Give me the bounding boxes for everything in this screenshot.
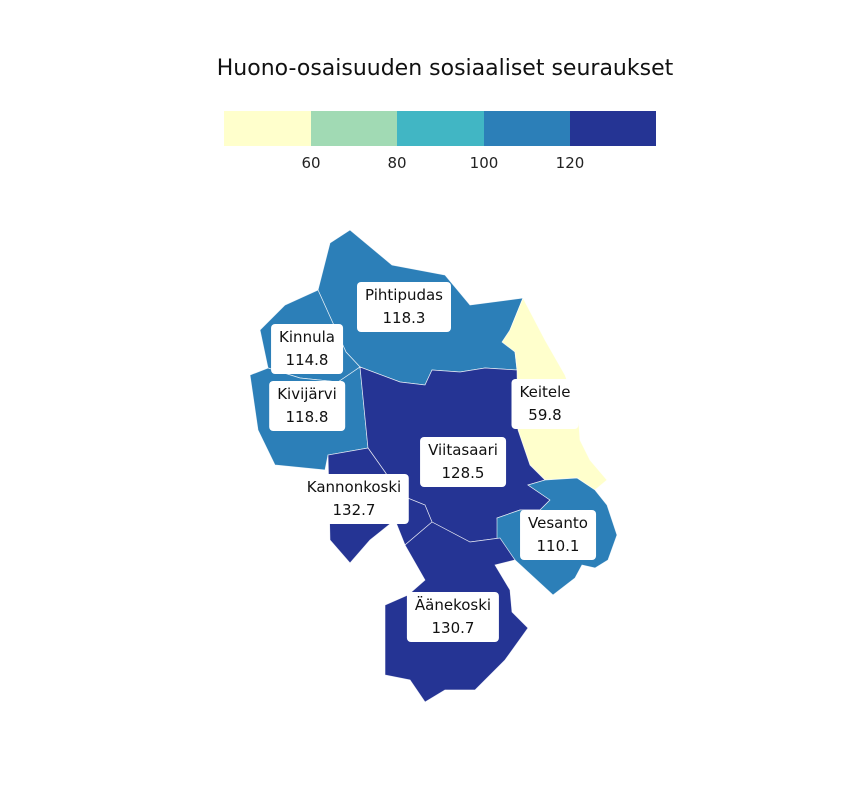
region-label: Kinnula 114.8 bbox=[271, 324, 343, 374]
region-label: Äänekoski 130.7 bbox=[406, 592, 500, 642]
region-value: 118.3 bbox=[382, 309, 426, 327]
region-name: Kivijärvi bbox=[277, 385, 337, 403]
region-value: 118.8 bbox=[285, 408, 329, 426]
region-name: Pihtipudas bbox=[365, 286, 443, 304]
legend-tick: 60 bbox=[301, 154, 321, 172]
region-name: Äänekoski bbox=[414, 596, 492, 614]
legend-swatch-2 bbox=[311, 111, 397, 146]
region-value: 114.8 bbox=[285, 351, 329, 369]
region-value: 110.1 bbox=[536, 537, 580, 555]
region-name: Kannonkoski bbox=[306, 478, 402, 496]
region-name: Vesanto bbox=[528, 514, 588, 532]
region-value: 59.8 bbox=[528, 406, 562, 424]
legend-tick: 120 bbox=[555, 154, 585, 172]
region-value: 130.7 bbox=[431, 619, 475, 637]
legend-swatch-5 bbox=[570, 111, 656, 146]
legend-swatch-4 bbox=[484, 111, 570, 146]
legend-tick: 80 bbox=[387, 154, 407, 172]
legend-swatch-1 bbox=[224, 111, 311, 146]
region-value: 132.7 bbox=[332, 501, 376, 519]
color-legend bbox=[224, 111, 656, 146]
region-label: Viitasaari 128.5 bbox=[420, 437, 506, 487]
legend-swatch-3 bbox=[397, 111, 484, 146]
region-name: Viitasaari bbox=[428, 441, 498, 459]
region-label: Keitele 59.8 bbox=[511, 379, 579, 429]
region-name: Kinnula bbox=[279, 328, 335, 346]
map-title: Huono-osaisuuden sosiaaliset seuraukset bbox=[216, 56, 674, 81]
region-value: 128.5 bbox=[441, 464, 485, 482]
legend-tick: 100 bbox=[469, 154, 499, 172]
region-label: Pihtipudas 118.3 bbox=[357, 282, 451, 332]
region-name: Keitele bbox=[519, 383, 571, 401]
region-label: Vesanto 110.1 bbox=[520, 510, 596, 560]
region-label: Kivijärvi 118.8 bbox=[269, 381, 345, 431]
region-label: Kannonkoski 132.7 bbox=[298, 474, 410, 524]
